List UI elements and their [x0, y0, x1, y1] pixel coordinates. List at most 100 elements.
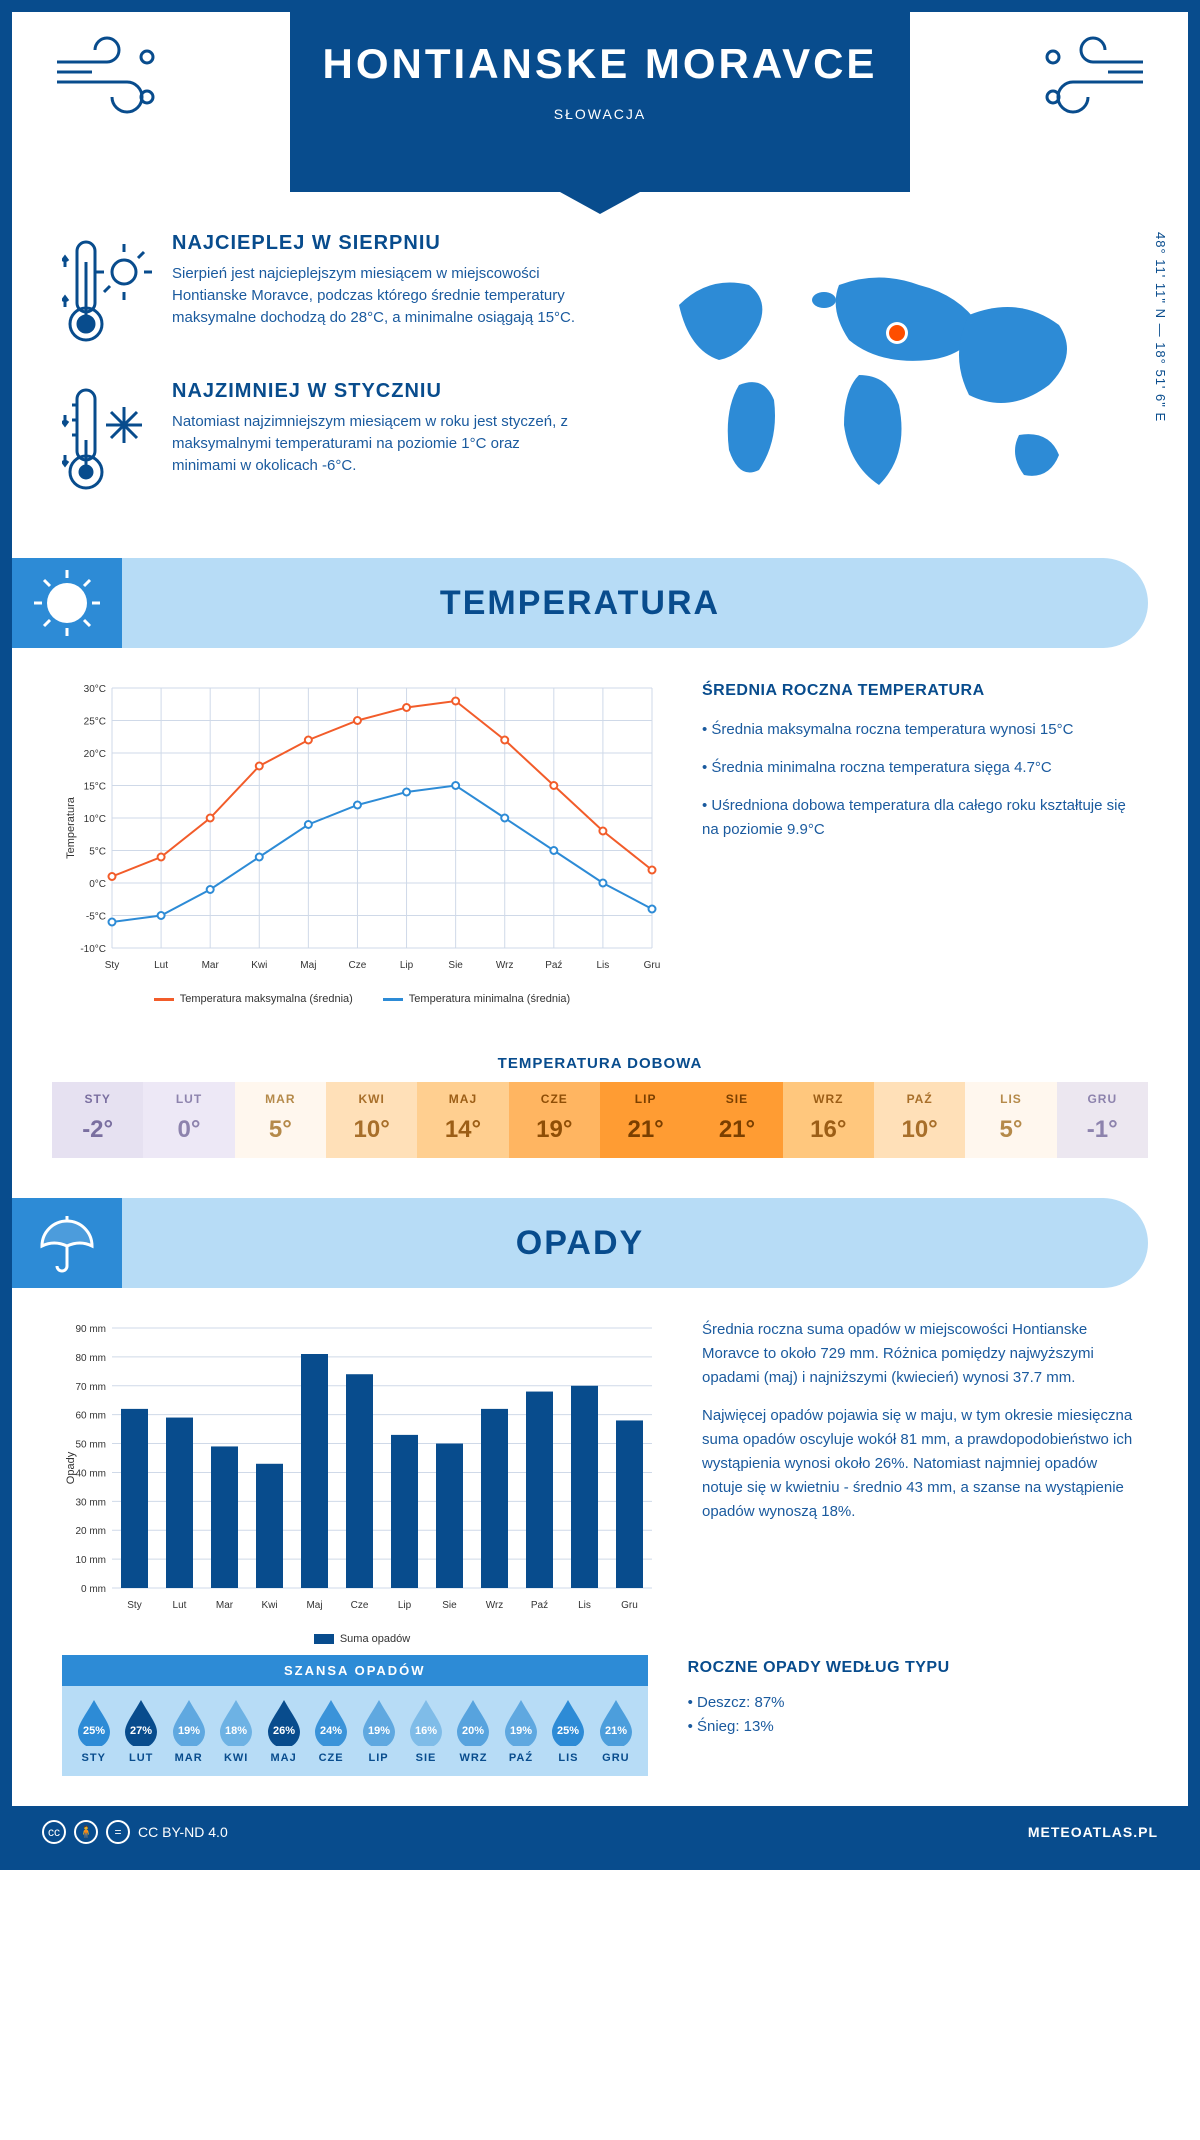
page: HONTIANSKE MORAVCE SŁOWACJA NAJCIEPLEJ W…	[0, 0, 1200, 1870]
svg-text:Sty: Sty	[127, 1600, 141, 1611]
section-banner-temperature: TEMPERATURA	[12, 558, 1148, 648]
precip-p2: Najwięcej opadów pojawia się w maju, w t…	[702, 1404, 1138, 1524]
fact-warm-title: NAJCIEPLEJ W SIERPNIU	[172, 232, 580, 255]
svg-text:20°C: 20°C	[84, 749, 106, 760]
svg-text:60 mm: 60 mm	[75, 1411, 106, 1422]
svg-text:Sie: Sie	[442, 1600, 457, 1611]
svg-text:90 mm: 90 mm	[75, 1324, 106, 1335]
temp-summary-heading: ŚREDNIA ROCZNA TEMPERATURA	[702, 678, 1138, 704]
precip-p1: Średnia roczna suma opadów w miejscowośc…	[702, 1318, 1138, 1390]
precip-type-snow: • Śnieg: 13%	[688, 1715, 1138, 1739]
svg-text:Gru: Gru	[621, 1600, 638, 1611]
temp-cell: LIS5°	[965, 1082, 1056, 1158]
header: HONTIANSKE MORAVCE SŁOWACJA	[12, 12, 1188, 192]
temp-summary-b3: • Uśredniona dobowa temperatura dla całe…	[702, 794, 1138, 842]
fact-coldest: NAJZIMNIEJ W STYCZNIU Natomiast najzimni…	[62, 380, 580, 500]
svg-text:27%: 27%	[130, 1725, 152, 1737]
precip-type-heading: ROCZNE OPADY WEDŁUG TYPU	[688, 1655, 1138, 1681]
svg-text:15°C: 15°C	[84, 782, 106, 793]
wind-deco-icon	[1028, 32, 1148, 138]
license: cc 🧍 = CC BY-ND 4.0	[42, 1820, 228, 1844]
map-column: 48° 11' 11" N — 18° 51' 6" E	[620, 232, 1138, 528]
svg-text:Lut: Lut	[154, 960, 168, 971]
svg-text:21%: 21%	[605, 1725, 627, 1737]
svg-text:Maj: Maj	[300, 960, 316, 971]
svg-text:25%: 25%	[83, 1725, 105, 1737]
chance-box: SZANSA OPADÓW 25%STY27%LUT19%MAR18%KWI26…	[62, 1655, 648, 1776]
svg-text:Kwi: Kwi	[261, 1600, 277, 1611]
temperature-summary: ŚREDNIA ROCZNA TEMPERATURA • Średnia mak…	[702, 678, 1138, 1005]
temp-cell: LIP21°	[600, 1082, 691, 1158]
daily-temp-heading: TEMPERATURA DOBOWA	[12, 1055, 1188, 1072]
svg-text:10 mm: 10 mm	[75, 1555, 106, 1566]
svg-text:Lip: Lip	[400, 960, 414, 971]
legend-min: Temperatura minimalna (średnia)	[409, 993, 570, 1005]
chance-cell: 19%LIP	[355, 1698, 402, 1764]
svg-text:25%: 25%	[557, 1725, 579, 1737]
footer: cc 🧍 = CC BY-ND 4.0 METEOATLAS.PL	[12, 1806, 1188, 1858]
svg-text:19%: 19%	[510, 1725, 532, 1737]
temp-cell: PAŹ10°	[874, 1082, 965, 1158]
section-banner-precip: OPADY	[12, 1198, 1148, 1288]
svg-text:16%: 16%	[415, 1725, 437, 1737]
svg-text:Temperatura: Temperatura	[65, 796, 77, 859]
world-map-icon	[659, 255, 1099, 505]
daily-temp-table: STY-2°LUT0°MAR5°KWI10°MAJ14°CZE19°LIP21°…	[52, 1082, 1148, 1158]
svg-text:Sty: Sty	[105, 960, 119, 971]
section-title-temperature: TEMPERATURA	[440, 584, 720, 623]
temp-cell: STY-2°	[52, 1082, 143, 1158]
legend-precip: Suma opadów	[340, 1633, 410, 1645]
fact-cold-body: Natomiast najzimniejszym miesiącem w rok…	[172, 411, 580, 476]
temperature-legend: Temperatura maksymalna (średnia) Tempera…	[62, 993, 662, 1005]
svg-text:25°C: 25°C	[84, 717, 106, 728]
svg-text:0°C: 0°C	[89, 879, 106, 890]
chance-cell: 20%WRZ	[450, 1698, 497, 1764]
chance-cell: 27%LUT	[117, 1698, 164, 1764]
temperature-section: -10°C-5°C0°C5°C10°C15°C20°C25°C30°CStyLu…	[12, 648, 1188, 1035]
cc-icon: cc	[42, 1820, 66, 1844]
chance-cell: 19%MAR	[165, 1698, 212, 1764]
svg-text:Paź: Paź	[531, 1600, 548, 1611]
temp-summary-b1: • Średnia maksymalna roczna temperatura …	[702, 718, 1138, 742]
fact-cold-title: NAJZIMNIEJ W STYCZNIU	[172, 380, 580, 403]
temp-cell: KWI10°	[326, 1082, 417, 1158]
chance-cell: 25%STY	[70, 1698, 117, 1764]
site-name: METEOATLAS.PL	[1028, 1824, 1158, 1840]
section-title-precip: OPADY	[516, 1224, 644, 1263]
svg-text:Cze: Cze	[351, 1600, 369, 1611]
nd-icon: =	[106, 1820, 130, 1844]
svg-text:30 mm: 30 mm	[75, 1497, 106, 1508]
svg-text:20 mm: 20 mm	[75, 1526, 106, 1537]
svg-text:Lut: Lut	[173, 1600, 187, 1611]
fact-warm-body: Sierpień jest najcieplejszym miesiącem w…	[172, 263, 580, 328]
chance-cell: 21%GRU	[592, 1698, 639, 1764]
umbrella-icon	[12, 1198, 122, 1288]
svg-text:18%: 18%	[225, 1725, 247, 1737]
page-subtitle: SŁOWACJA	[290, 106, 910, 122]
legend-max: Temperatura maksymalna (średnia)	[180, 993, 353, 1005]
chance-cell: 16%SIE	[402, 1698, 449, 1764]
svg-text:Sie: Sie	[448, 960, 463, 971]
chance-cell: 25%LIS	[545, 1698, 592, 1764]
svg-text:20%: 20%	[462, 1725, 484, 1737]
temp-cell: SIE21°	[691, 1082, 782, 1158]
svg-text:0 mm: 0 mm	[81, 1584, 106, 1595]
svg-text:Mar: Mar	[202, 960, 220, 971]
svg-text:40 mm: 40 mm	[75, 1468, 106, 1479]
svg-text:30°C: 30°C	[84, 684, 106, 695]
page-title: HONTIANSKE MORAVCE	[290, 40, 910, 88]
precip-type: ROCZNE OPADY WEDŁUG TYPU • Deszcz: 87% •…	[688, 1655, 1138, 1776]
sun-icon	[12, 558, 122, 648]
wind-deco-icon	[52, 32, 172, 138]
chance-cell: 24%CZE	[307, 1698, 354, 1764]
fact-warmest: NAJCIEPLEJ W SIERPNIU Sierpień jest najc…	[62, 232, 580, 352]
temp-cell: WRZ16°	[783, 1082, 874, 1158]
precip-legend: Suma opadów	[62, 1633, 662, 1645]
svg-text:Wrz: Wrz	[496, 960, 514, 971]
title-banner: HONTIANSKE MORAVCE SŁOWACJA	[290, 12, 910, 192]
chance-cell: 18%KWI	[212, 1698, 259, 1764]
precip-summary: Średnia roczna suma opadów w miejscowośc…	[702, 1318, 1138, 1645]
svg-text:10°C: 10°C	[84, 814, 106, 825]
chance-heading: SZANSA OPADÓW	[62, 1655, 648, 1686]
svg-text:Opady: Opady	[65, 1451, 77, 1484]
